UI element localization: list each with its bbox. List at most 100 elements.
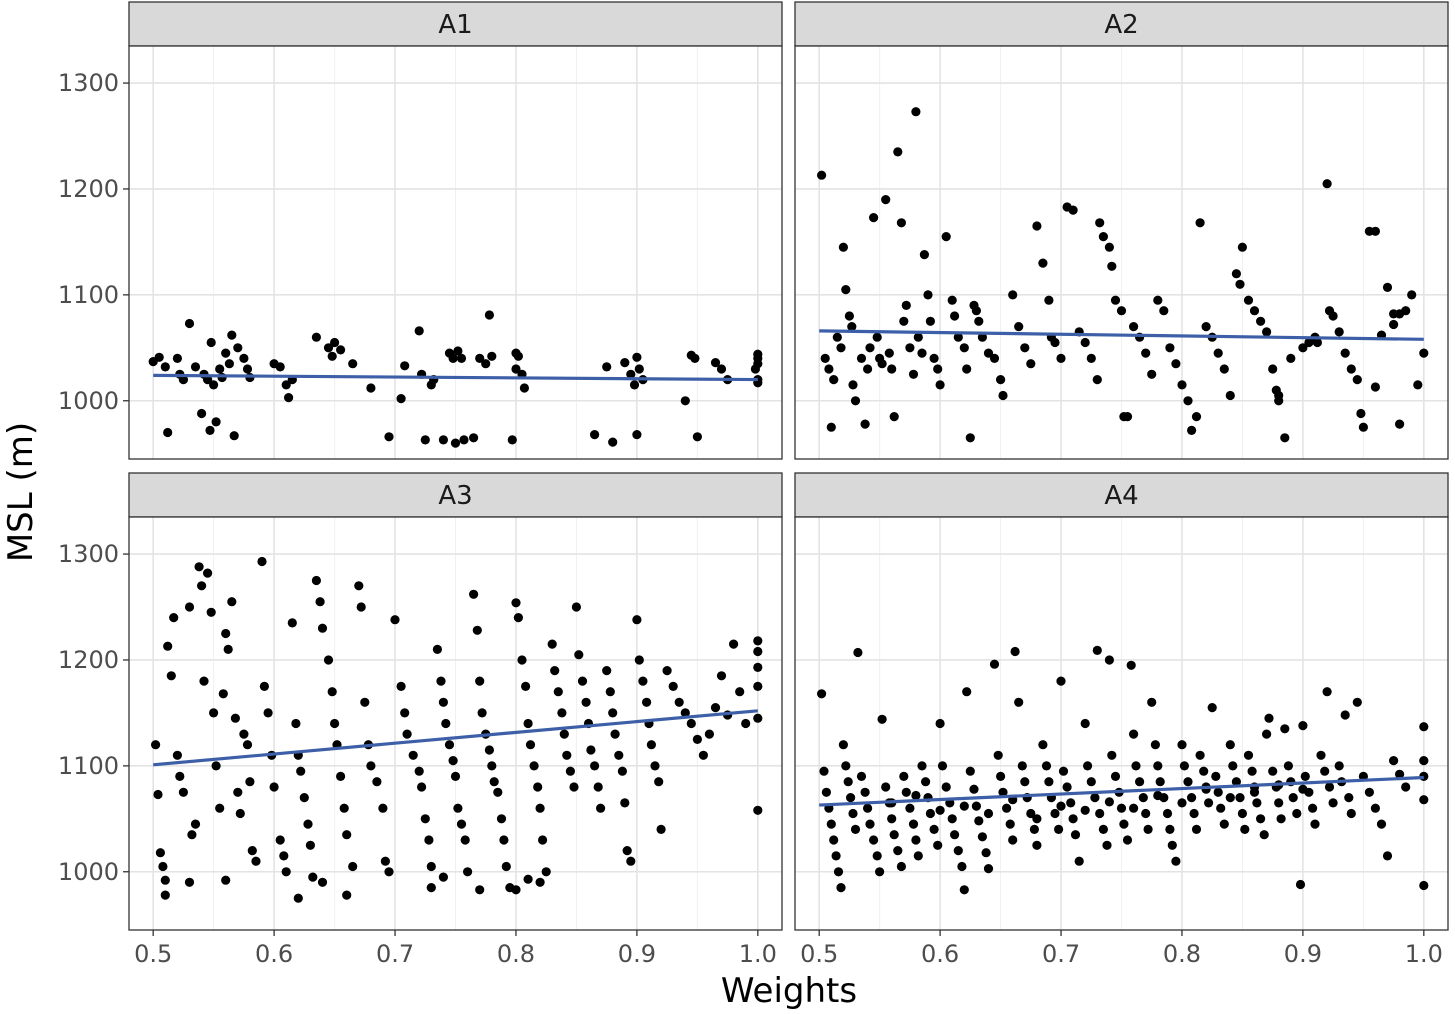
data-point: [602, 666, 612, 676]
data-point: [275, 835, 285, 845]
data-point: [969, 784, 979, 794]
data-point: [1225, 793, 1235, 803]
data-point: [523, 718, 533, 729]
data-point: [974, 816, 984, 826]
data-point: [605, 687, 615, 697]
data-point: [1141, 348, 1151, 358]
data-point: [836, 883, 846, 893]
x-tick-label: 0.5: [800, 940, 838, 968]
data-point: [841, 761, 851, 771]
data-point: [1050, 808, 1060, 819]
data-point: [1413, 380, 1423, 390]
data-point: [521, 681, 531, 692]
data-point: [629, 380, 640, 390]
data-point: [1304, 337, 1314, 348]
data-point: [662, 666, 672, 676]
data-point: [517, 655, 527, 665]
data-point: [230, 713, 240, 723]
data-point: [209, 708, 219, 718]
data-point: [974, 316, 984, 326]
data-point: [620, 358, 630, 368]
data-point: [1264, 713, 1274, 723]
data-point: [323, 343, 334, 353]
data-point: [190, 362, 201, 372]
data-point: [593, 782, 603, 792]
data-point: [342, 890, 352, 900]
data-point: [565, 766, 576, 776]
data-point: [668, 681, 678, 692]
data-point: [259, 681, 269, 692]
data-point: [426, 883, 436, 893]
data-point: [993, 750, 1003, 760]
data-point: [829, 375, 839, 385]
y-tick-label: 1100: [58, 281, 119, 309]
data-point: [317, 877, 328, 887]
data-point: [959, 885, 969, 895]
data-point: [1310, 819, 1320, 829]
data-point: [360, 697, 370, 707]
data-point: [1153, 761, 1163, 771]
data-point: [155, 848, 165, 858]
data-point: [513, 613, 524, 623]
data-point: [153, 789, 163, 800]
data-point: [293, 893, 303, 903]
data-point: [872, 851, 882, 861]
data-point: [1364, 787, 1374, 797]
facet-strip-label: A2: [1104, 10, 1138, 40]
data-point: [1038, 258, 1048, 268]
data-point: [680, 708, 690, 718]
data-point: [1308, 803, 1318, 813]
data-point: [330, 718, 340, 729]
y-tick-label: 1100: [58, 752, 119, 780]
data-point: [336, 771, 346, 782]
data-point: [557, 708, 567, 718]
data-point: [836, 343, 846, 353]
data-point: [1171, 359, 1181, 369]
data-point: [634, 364, 644, 374]
data-point: [299, 793, 309, 803]
data-point: [1171, 856, 1181, 866]
data-point: [1177, 740, 1187, 750]
data-point: [1231, 269, 1241, 279]
y-axis-title: MSL (m): [1, 422, 41, 562]
data-point: [366, 383, 376, 393]
data-point: [632, 615, 642, 625]
facet-panel-a2: A2: [794, 1, 1449, 460]
data-point: [889, 830, 899, 840]
x-axis-title: Weights: [721, 971, 857, 1011]
data-point: [824, 364, 834, 374]
data-point: [869, 835, 879, 845]
data-point: [698, 750, 709, 760]
data-point: [620, 798, 630, 808]
data-point: [1292, 808, 1302, 819]
panel-border: [794, 45, 1449, 460]
data-point: [450, 771, 461, 782]
data-point: [846, 793, 856, 803]
data-point: [848, 380, 858, 390]
data-point: [913, 851, 923, 861]
data-point: [221, 628, 231, 639]
x-tick-label: 0.5: [134, 940, 172, 968]
data-point: [1129, 322, 1139, 332]
data-point: [275, 362, 285, 372]
data-point: [590, 761, 600, 771]
data-point: [281, 867, 291, 877]
data-point: [233, 787, 243, 797]
data-point: [396, 394, 406, 404]
data-point: [632, 352, 642, 362]
data-point: [753, 359, 763, 369]
data-point: [1116, 306, 1127, 316]
data-point: [400, 708, 410, 718]
data-point: [753, 805, 763, 815]
data-point: [366, 761, 376, 771]
data-point: [1352, 697, 1362, 707]
data-point: [680, 396, 690, 406]
data-point: [965, 433, 975, 443]
data-point: [1129, 729, 1139, 739]
data-point: [996, 375, 1006, 385]
x-tick-label: 0.8: [1163, 940, 1201, 968]
data-point: [656, 824, 666, 835]
data-point: [538, 835, 548, 845]
data-point: [1092, 375, 1102, 385]
